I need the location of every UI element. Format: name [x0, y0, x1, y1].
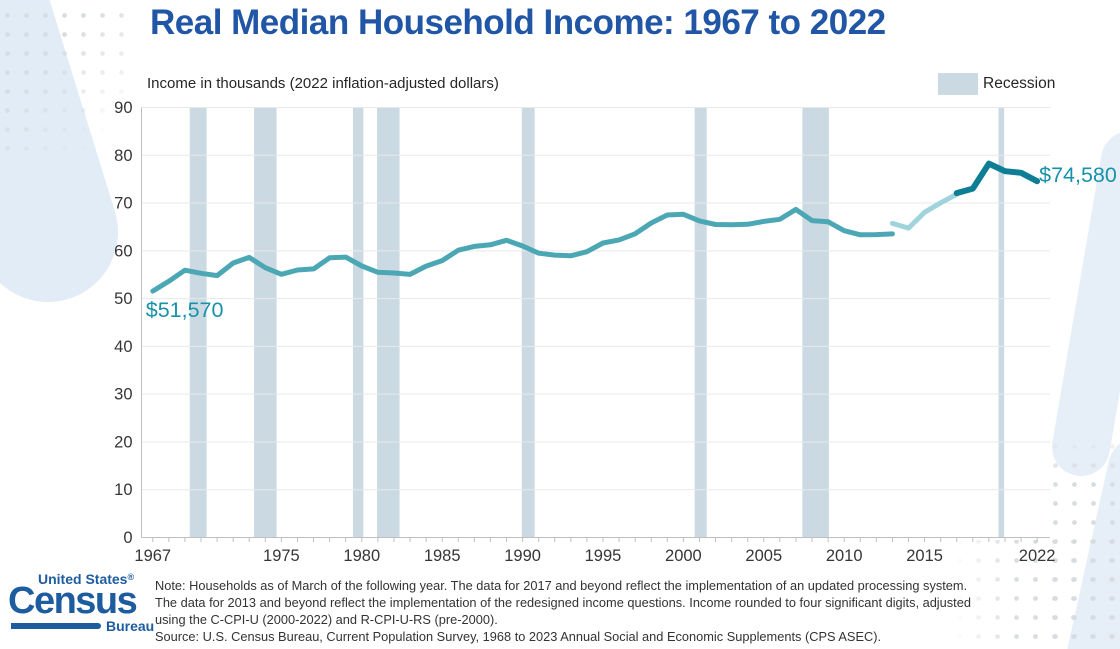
page-title: Real Median Household Income: 1967 to 20…	[150, 3, 886, 42]
value-annotation: $51,570	[146, 298, 224, 322]
x-tick-label: 2022	[1019, 547, 1056, 565]
logo-united-states: United States®	[38, 571, 135, 587]
source-line: Source: U.S. Census Bureau, Current Popu…	[155, 629, 882, 644]
x-tick-label: 1975	[263, 547, 300, 565]
x-tick-label: 1990	[504, 547, 541, 565]
y-tick-label: 30	[114, 386, 132, 404]
y-tick-label: 50	[114, 290, 132, 308]
x-tick-label: 1967	[134, 547, 171, 565]
x-tick-label: 1980	[343, 547, 380, 565]
recession-legend-label: Recession	[983, 75, 1056, 92]
x-tick-label: 2005	[745, 547, 782, 565]
recession-band	[521, 107, 535, 538]
logo-bureau: Bureau	[106, 618, 155, 634]
census-bureau-logo: United States® Census Bureau	[8, 570, 158, 634]
x-tick-label: 2000	[665, 547, 702, 565]
logo-census: Census	[8, 580, 138, 622]
x-tick-label: 1995	[585, 547, 622, 565]
recession-band	[352, 107, 364, 538]
y-tick-label: 70	[114, 195, 132, 213]
y-tick-label: 80	[114, 147, 132, 165]
x-tick-label: 2010	[826, 547, 863, 565]
y-tick-label: 40	[114, 338, 132, 356]
recession-band	[254, 107, 277, 538]
income-line-series	[953, 160, 1041, 197]
value-annotation: $74,580	[1039, 163, 1117, 187]
registered-trademark-icon: ®	[127, 572, 135, 582]
recession-legend-swatch	[938, 73, 978, 95]
logo-underline-bar	[11, 622, 101, 630]
y-tick-label: 20	[114, 433, 132, 451]
y-tick-label: 90	[114, 99, 132, 117]
chart-footnote: Note: Households as of March of the foll…	[155, 577, 971, 645]
y-tick-label: 10	[114, 481, 132, 499]
recession-band	[694, 107, 707, 538]
chart-subtitle: Income in thousands (2022 inflation-adju…	[147, 75, 499, 92]
recession-band	[802, 107, 829, 538]
recession-legend: Recession	[938, 73, 1055, 95]
x-tick-label: 2015	[906, 547, 943, 565]
y-tick-label: 60	[114, 242, 132, 260]
income-line-series	[150, 206, 895, 294]
recession-band	[377, 107, 400, 538]
income-line-series	[889, 191, 960, 231]
y-tick-label: 0	[123, 529, 132, 547]
x-tick-label: 1985	[424, 547, 461, 565]
note-line: Note: Households as of March of the foll…	[155, 578, 968, 593]
recession-band	[189, 107, 207, 538]
note-line: The data for 2013 and beyond reflect the…	[155, 595, 971, 610]
recession-band	[998, 107, 1005, 538]
note-line: using the C-CPI-U (2000-2022) and R-CPI-…	[155, 612, 498, 627]
logo-bureau-row: Bureau	[8, 618, 158, 634]
